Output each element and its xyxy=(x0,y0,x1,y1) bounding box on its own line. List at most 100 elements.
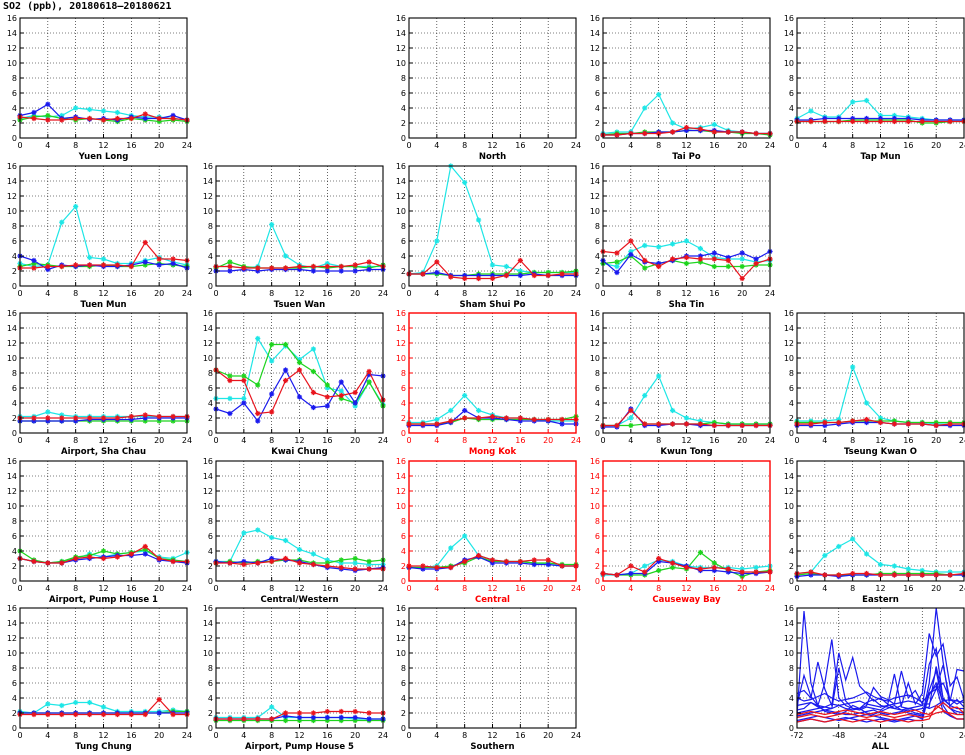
data-point xyxy=(850,118,856,125)
y-tick-label: 8 xyxy=(12,517,17,526)
data-point xyxy=(282,265,289,271)
panel-title: Yuen Long xyxy=(78,152,129,162)
data-point xyxy=(753,422,759,429)
data-point xyxy=(656,260,662,267)
y-tick-label: 8 xyxy=(595,369,600,378)
y-tick-label: 4 xyxy=(208,399,213,408)
data-point xyxy=(282,555,289,562)
y-tick-label: 4 xyxy=(12,252,17,261)
y-tick-label: 12 xyxy=(784,44,794,53)
y-tick-label: 0 xyxy=(401,282,406,291)
y-tick-label: 14 xyxy=(784,29,794,38)
y-tick-label: 16 xyxy=(203,162,213,171)
y-tick-label: 2 xyxy=(401,709,406,718)
data-point xyxy=(338,564,344,571)
y-tick-label: 4 xyxy=(789,547,794,556)
data-point xyxy=(933,419,939,426)
data-point xyxy=(808,118,814,125)
y-tick-label: 2 xyxy=(208,267,213,276)
data-point xyxy=(310,404,317,411)
x-tick-label: 4 xyxy=(45,731,50,740)
data-point xyxy=(310,561,317,568)
page-title: SO2 (ppb), 20180618–20180621 xyxy=(3,1,172,12)
data-point xyxy=(296,546,303,553)
data-point xyxy=(366,561,372,568)
x-tick-label: 24 xyxy=(182,289,192,298)
y-tick-label: 16 xyxy=(396,604,406,613)
data-point xyxy=(282,367,289,373)
data-point xyxy=(669,407,676,414)
x-tick-label: 24 xyxy=(765,289,775,298)
x-tick-label: 0 xyxy=(794,584,799,593)
data-point xyxy=(269,558,275,565)
y-tick-label: 2 xyxy=(401,267,406,276)
data-point xyxy=(59,219,65,225)
y-tick-label: 14 xyxy=(784,324,794,333)
data-point xyxy=(310,551,317,557)
panel-title: Kwun Tong xyxy=(660,447,712,457)
data-point xyxy=(31,415,37,421)
data-point xyxy=(753,256,759,262)
x-tick-label: 16 xyxy=(322,584,332,593)
data-point xyxy=(559,563,565,569)
data-point xyxy=(697,126,704,132)
y-tick-label: 10 xyxy=(784,59,794,68)
data-point xyxy=(891,115,898,122)
x-tick-label: 12 xyxy=(98,141,108,150)
y-tick-label: 8 xyxy=(595,74,600,83)
x-tick-label: 20 xyxy=(350,436,360,445)
data-point xyxy=(86,115,93,122)
y-tick-label: 0 xyxy=(12,577,17,586)
data-point xyxy=(697,245,704,252)
y-tick-label: 14 xyxy=(590,29,600,38)
y-tick-label: 6 xyxy=(12,679,17,688)
x-tick-label: 8 xyxy=(269,436,274,445)
x-tick-label: 12 xyxy=(487,289,497,298)
y-tick-label: 0 xyxy=(12,282,17,291)
data-point xyxy=(462,407,468,414)
data-point xyxy=(656,244,662,250)
data-point xyxy=(642,421,648,427)
y-tick-label: 10 xyxy=(590,59,600,68)
data-point xyxy=(697,421,704,427)
x-tick-label: 12 xyxy=(294,731,304,740)
y-tick-label: 2 xyxy=(12,562,17,571)
y-tick-label: 6 xyxy=(12,384,17,393)
data-point xyxy=(877,118,884,125)
data-point xyxy=(628,422,634,429)
data-point xyxy=(822,115,828,122)
data-point xyxy=(822,419,828,426)
x-tick-label: 16 xyxy=(709,436,719,445)
data-point xyxy=(352,555,358,562)
data-point xyxy=(269,409,275,415)
data-point xyxy=(489,275,496,282)
y-tick-label: 8 xyxy=(789,517,794,526)
data-point xyxy=(269,265,275,271)
y-tick-label: 6 xyxy=(595,89,600,98)
x-tick-label: 16 xyxy=(322,289,332,298)
data-point xyxy=(100,415,107,421)
y-tick-label: 6 xyxy=(208,237,213,246)
x-tick-label: 8 xyxy=(269,289,274,298)
data-point xyxy=(324,717,330,724)
y-tick-label: 8 xyxy=(12,74,17,83)
x-tick-label: 0 xyxy=(794,436,799,445)
x-tick-label: 24 xyxy=(765,584,775,593)
x-tick-label: 24 xyxy=(959,731,965,740)
data-point xyxy=(73,415,79,421)
panel-title: Kwai Chung xyxy=(271,447,328,457)
data-point xyxy=(462,415,468,421)
data-point xyxy=(31,418,37,424)
x-tick-label: 8 xyxy=(850,141,855,150)
data-point xyxy=(628,570,634,577)
data-point xyxy=(669,256,676,262)
y-tick-label: 2 xyxy=(401,414,406,423)
data-point xyxy=(255,382,261,388)
data-point xyxy=(128,115,134,122)
x-tick-label: -24 xyxy=(874,731,887,740)
data-point xyxy=(420,566,426,572)
data-point xyxy=(128,711,134,718)
x-tick-label: 20 xyxy=(154,731,164,740)
y-tick-label: 4 xyxy=(595,399,600,408)
